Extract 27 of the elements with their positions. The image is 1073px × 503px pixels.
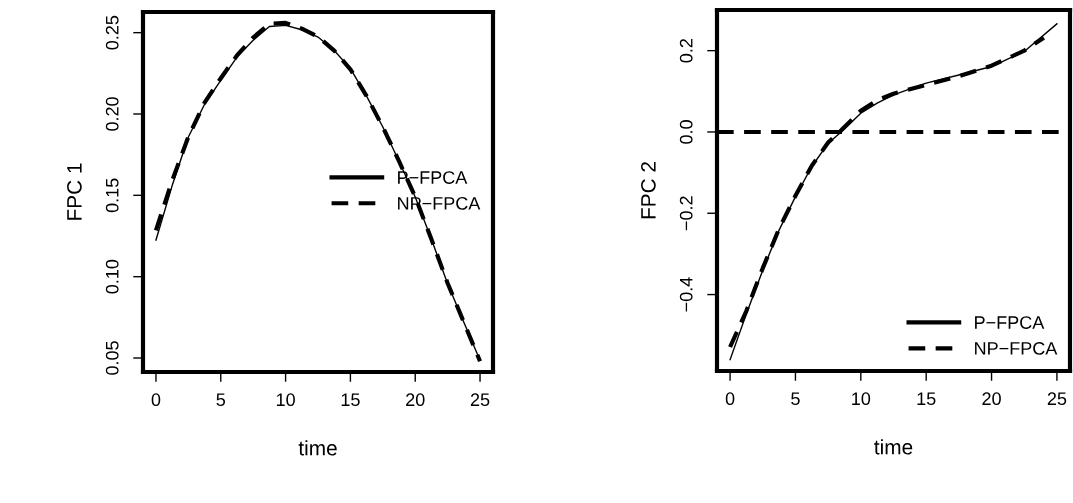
legend-label: NP−FPCA [975,342,1058,355]
y-tick-label: −0.2 [679,196,693,231]
x-tick-label: 25 [470,393,490,407]
y-tick-label: 0.15 [105,178,119,213]
y-tick-label: 0.05 [105,341,119,375]
x-tick-label: 10 [852,392,871,406]
x-tick-label: 15 [917,392,936,406]
y-tick-label: 0.25 [105,15,119,50]
y-axis-title: FPC 1 [67,163,82,220]
y-tick-label: 0.0 [679,120,693,144]
legend-label: P−FPCA [975,316,1045,329]
x-tick-label: 5 [216,393,226,407]
x-axis-title: time [298,440,337,456]
y-tick-label: −0.4 [679,277,693,312]
y-tick-label: 0.10 [105,259,119,294]
x-tick-label: 15 [341,393,360,407]
y-tick-label: 0.20 [105,97,119,131]
x-tick-label: 0 [151,393,161,407]
x-tick-label: 25 [1047,392,1067,406]
x-axis-title: time [874,439,913,455]
x-tick-label: 5 [791,392,800,406]
y-axis-title: FPC 2 [641,162,656,219]
x-tick-label: 10 [276,393,295,407]
x-tick-label: 20 [406,393,425,407]
x-tick-label: 20 [982,392,1001,406]
x-tick-label: 0 [725,392,735,406]
y-tick-label: 0.2 [679,39,693,63]
